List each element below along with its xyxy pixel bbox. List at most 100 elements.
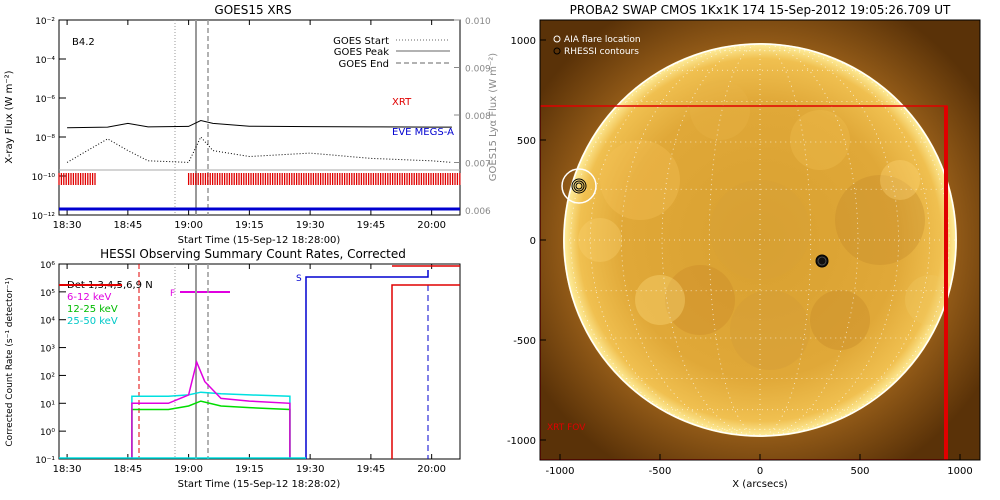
y-tick-label: 10⁻¹: [35, 456, 55, 466]
x-tick-label: 19:45: [356, 464, 385, 475]
sun-surface-feature: [635, 275, 685, 325]
legend-rhessi-label: RHESSI contours: [564, 47, 639, 57]
goes-title: GOES15 XRS: [214, 3, 291, 17]
hessi-y-ticks: 10⁶ 10⁵ 10⁴ 10³ 10² 10¹ 10⁰ 10⁻¹: [35, 261, 66, 466]
hessi-plot-frame: [58, 263, 461, 460]
xrt-fov-label: XRT FOV: [547, 423, 586, 433]
y-tick-label: 10⁻⁶: [35, 95, 55, 105]
y-tick-label: 10⁻⁸: [35, 134, 55, 144]
y2-tick-label: 0.007: [465, 160, 491, 170]
y2-tick-label: 0.010: [465, 17, 491, 27]
y-tick-label: 10⁴: [40, 317, 55, 327]
rhessi-contour-disk: [815, 254, 829, 268]
hessi-saa-block: [305, 270, 429, 459]
hessi-panel: HESSI Observing Summary Count Rates, Cor…: [5, 247, 461, 490]
y-tick-label: 10⁻²: [35, 17, 55, 27]
hessi-6-12-kev-line: [131, 359, 291, 458]
hessi-x-ticks: 18:30 18:45 19:00 19:15 19:30 19:45 20:00: [53, 264, 446, 475]
goes-x-axis-label: Start Time (15-Sep-12 18:28:00): [178, 235, 341, 246]
x-tick-label: 18:45: [113, 464, 142, 475]
y-tick-label: 500: [517, 136, 536, 147]
goes-eve-label: EVE MEGS-A: [392, 127, 454, 138]
x-tick-label: 19:45: [356, 220, 385, 231]
hessi-legend-6-12: 6-12 keV: [67, 292, 111, 303]
swap-title: PROBA2 SWAP CMOS 1Kx1K 174 15-Sep-2012 1…: [570, 3, 951, 17]
y-tick-label: 10⁰: [40, 428, 55, 438]
y-tick-label: -500: [513, 336, 536, 347]
heliographic-grid: [565, 45, 955, 435]
goes-y2-axis-label: GOES15 Lyα Flux (W m⁻²): [488, 53, 499, 181]
x-tick-label: 19:30: [296, 464, 325, 475]
y-tick-label: 10²: [40, 372, 55, 382]
sun-surface-feature: [690, 80, 750, 140]
y2-tick-label: 0.008: [465, 112, 491, 122]
x-tick-label: 0: [757, 466, 763, 477]
hessi-y-axis-label: Corrected Count Rate (s⁻¹ detector⁻¹): [5, 277, 15, 446]
y-tick-label: 10⁵: [40, 289, 55, 299]
swap-y-ticks: 1000 500 0 -500 -1000: [507, 36, 546, 447]
goes-y-axis-label: X-ray Flux (W m⁻²): [4, 70, 15, 163]
goes-panel: GOES15 XRS 10⁻² 10⁻⁴ 10⁻⁶ 10⁻⁸ 10⁻¹⁰ 10⁻¹² 0.…: [4, 3, 499, 246]
goes-class-label: B4.2: [72, 37, 95, 48]
hessi-saa-flag-label: S: [296, 274, 302, 284]
legend-rhessi-icon: [553, 47, 561, 55]
goes-legend-peak-label: GOES Peak: [334, 47, 389, 58]
y-tick-label: 10³: [40, 345, 55, 355]
goes-legend-end-label: GOES End: [339, 59, 389, 70]
sun-surface-feature: [600, 140, 680, 220]
x-tick-label: -1000: [545, 466, 574, 477]
swap-x-axis-label: X (arcsecs): [732, 479, 788, 490]
y-tick-label: 0: [530, 236, 536, 247]
longitude-line: [708, 45, 761, 435]
hessi-legend-25-50: 25-50 keV: [67, 316, 118, 327]
x-tick-label: 19:00: [174, 464, 203, 475]
y-tick-label: -1000: [507, 436, 536, 447]
swap-x-ticks: -1000 -500 0 500 1000: [545, 454, 973, 477]
goes-x-ticks: 18:30 18:45 19:00 19:15 19:30 19:45 20:00: [53, 20, 446, 231]
hessi-25-50-kev-line: [131, 391, 291, 458]
x-tick-label: 19:15: [235, 220, 264, 231]
y-tick-label: 10⁶: [40, 261, 55, 271]
x-tick-label: 18:30: [53, 220, 82, 231]
longitude-line: [759, 45, 812, 435]
goes-xrt-label: XRT: [392, 97, 412, 108]
y2-tick-label: 0.009: [465, 65, 491, 75]
x-tick-label: 18:45: [113, 220, 142, 231]
y-tick-label: 10⁻¹⁰: [32, 173, 56, 183]
hessi-title: HESSI Observing Summary Count Rates, Cor…: [100, 247, 406, 261]
aia-flare-location-circle: [561, 168, 597, 204]
x-tick-label: 19:15: [235, 464, 264, 475]
swap-panel: PROBA2 SWAP CMOS 1Kx1K 174 15-Sep-2012 1…: [507, 3, 981, 490]
goes-xrt-coverage: [58, 173, 461, 185]
hessi-flare-flag-label: F: [170, 289, 175, 299]
goes-short-channel-line: [66, 136, 452, 163]
hessi-legend-12-25: 12-25 keV: [67, 304, 118, 315]
sun-surface-feature: [810, 290, 870, 350]
x-tick-label: 20:00: [417, 220, 446, 231]
y-tick-label: 1000: [511, 36, 536, 47]
hessi-12-25-kev-line: [131, 400, 291, 458]
x-tick-label: 500: [850, 466, 869, 477]
y-tick-label: 10⁻⁴: [35, 56, 55, 66]
x-tick-label: 19:00: [174, 220, 203, 231]
sun-surface-feature: [835, 175, 925, 265]
sun-surface-feature: [730, 290, 810, 370]
y-tick-label: 10¹: [40, 400, 55, 410]
sun-surface-feature: [790, 110, 850, 170]
goes-legend-start-label: GOES Start: [333, 36, 389, 47]
goes-plot-frame: [58, 19, 461, 216]
legend-aia-label: AIA flare location: [564, 35, 641, 45]
sun-surface-feature: [880, 160, 920, 200]
goes-y-ticks: 10⁻² 10⁻⁴ 10⁻⁶ 10⁻⁸ 10⁻¹⁰ 10⁻¹²: [32, 17, 66, 222]
x-tick-label: 20:00: [417, 464, 446, 475]
y-tick-label: 10⁻¹²: [32, 212, 56, 222]
sun-surface-feature: [665, 265, 735, 335]
hessi-x-axis-label: Start Time (15-Sep-12 18:28:02): [178, 479, 341, 490]
y2-tick-label: 0.006: [465, 207, 491, 217]
flare-rhessi-contours: [571, 178, 587, 194]
hessi-night-block: [391, 284, 460, 459]
sun-limb: [563, 43, 957, 437]
goes-long-channel-line: [67, 119, 452, 129]
